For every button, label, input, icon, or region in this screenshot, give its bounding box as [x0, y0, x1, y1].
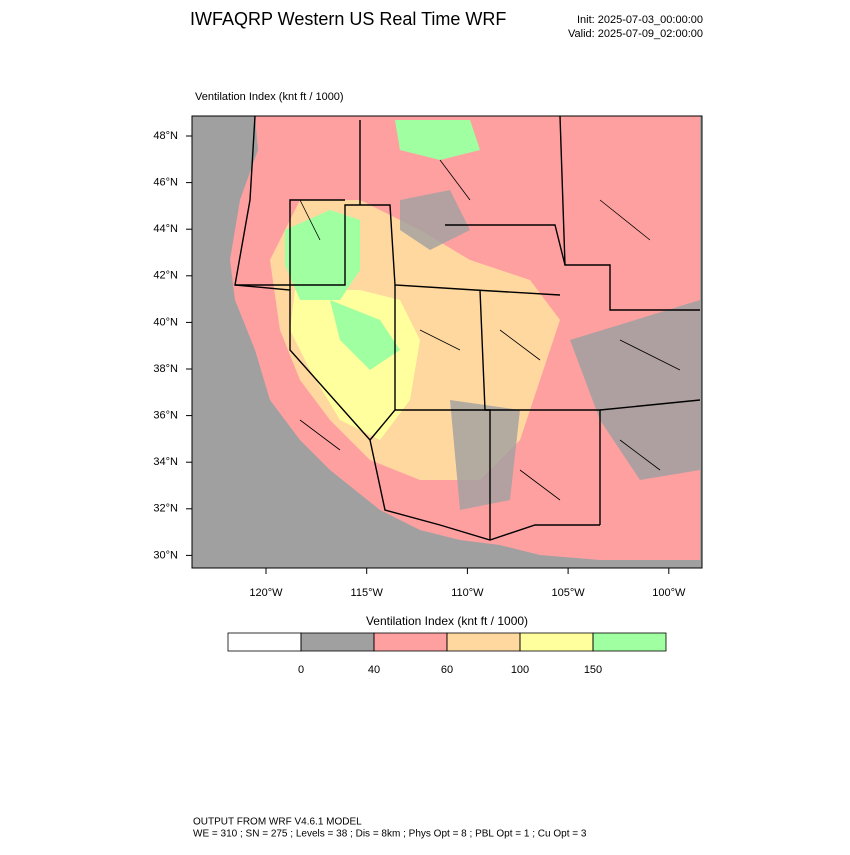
- lat-label: 44°N: [153, 223, 178, 235]
- lon-label: 110°W: [451, 587, 484, 599]
- colorbar-label: 150: [584, 664, 602, 676]
- valid-time: Valid: 2025-07-09_02:00:00: [568, 28, 703, 40]
- colorbar-box: [373, 632, 448, 652]
- colorbar-label: 60: [441, 664, 453, 676]
- colorbar-label: 100: [511, 664, 529, 676]
- colorbar-box: [519, 632, 594, 652]
- footer-line: WE = 310 ; SN = 275 ; Levels = 38 ; Dis …: [193, 829, 587, 840]
- init-time: Init: 2025-07-03_00:00:00: [577, 14, 703, 26]
- lat-labels: 48°N 46°N 44°N 42°N 40°N 38°N 36°N 34°N 32°N 30°N: [153, 130, 192, 561]
- lat-label: 32°N: [153, 503, 178, 515]
- footer-line: OUTPUT FROM WRF V4.6.1 MODEL: [193, 817, 362, 828]
- colorbar: 0 40 60 100 150: [227, 632, 667, 676]
- lat-label: 42°N: [153, 270, 178, 282]
- lon-labels: 120°W 115°W 110°W 105°W 100°W: [249, 568, 686, 599]
- colorbar-title: Ventilation Index (knt ft / 1000): [366, 614, 528, 628]
- lon-label: 115°W: [351, 587, 384, 599]
- colorbar-box: [446, 632, 521, 652]
- lat-label: 48°N: [153, 130, 178, 142]
- colorbar-label: 40: [368, 664, 380, 676]
- colorbar-box: [300, 632, 375, 652]
- lat-label: 34°N: [153, 456, 178, 468]
- lat-label: 46°N: [153, 177, 178, 189]
- title: IWFAQRP Western US Real Time WRF: [190, 9, 506, 29]
- colorbar-box: [227, 632, 302, 652]
- map: [191, 115, 703, 569]
- lon-label: 105°W: [552, 587, 586, 599]
- lon-label: 120°W: [249, 587, 283, 599]
- map-label: Ventilation Index (knt ft / 1000): [195, 91, 344, 103]
- lon-label: 100°W: [652, 587, 686, 599]
- lat-label: 38°N: [153, 363, 178, 375]
- colorbar-box: [592, 632, 667, 652]
- lat-label: 30°N: [153, 549, 178, 561]
- colorbar-label: 0: [298, 664, 304, 676]
- lat-label: 40°N: [153, 316, 178, 328]
- lat-label: 36°N: [153, 410, 178, 422]
